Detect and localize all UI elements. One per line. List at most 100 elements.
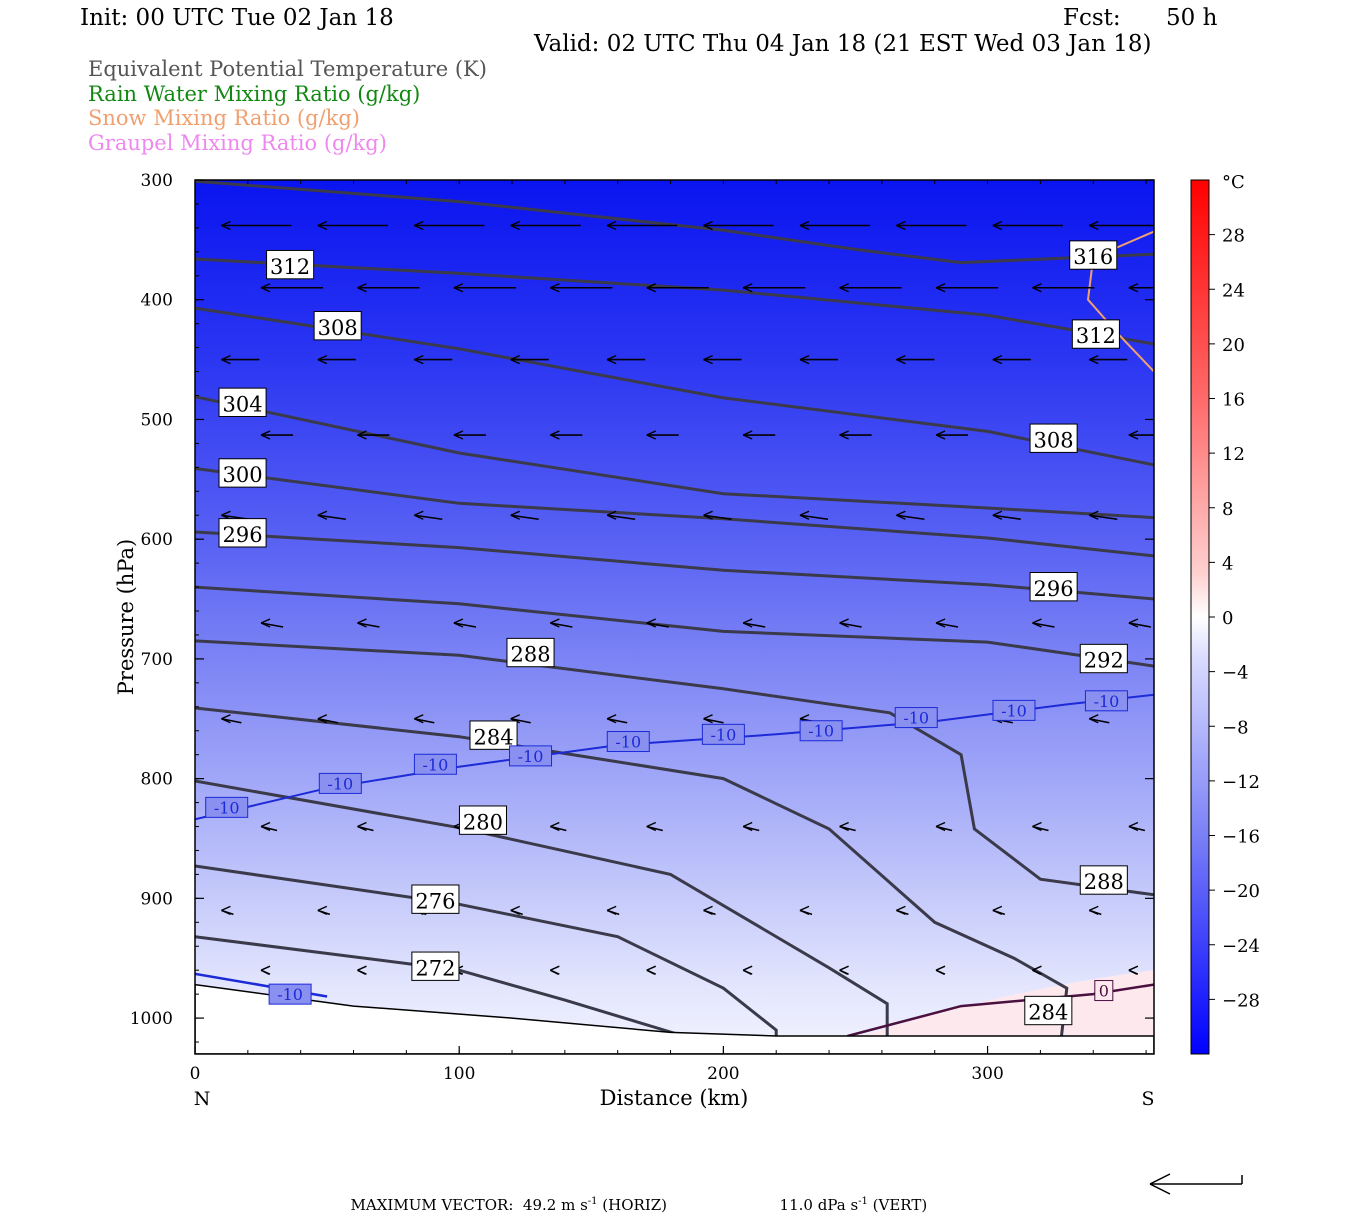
wind-vector: [317, 514, 346, 521]
wind-vector-head: [799, 905, 810, 915]
theta-e-label-box: [411, 951, 460, 981]
wind-vector-head: [317, 905, 328, 915]
isotherm-label: -10: [518, 747, 544, 766]
wind-vector-head: [799, 354, 810, 365]
max-vector-arrow-icon: [1149, 1173, 1243, 1195]
wind-vector-head: [317, 220, 328, 231]
isotherm-label-box: [413, 753, 457, 775]
wind-vector: [606, 717, 628, 724]
y-tick-label: 800: [141, 770, 173, 790]
theta-e-label-box: [1079, 865, 1128, 895]
wind-vector-head: [510, 905, 520, 915]
theta-e-label: 296: [223, 523, 263, 547]
theta-e-line-288: [195, 639, 1154, 897]
theta-e-label-box: [218, 387, 267, 417]
colorbar-tick-label: −4: [1222, 663, 1249, 684]
vert-superscript: -1: [858, 1196, 868, 1207]
max-vector-vert: 11.0 dPa s-1 (VERT): [779, 1196, 928, 1214]
wind-vector-head: [935, 618, 946, 628]
y-tick-label: 900: [141, 889, 173, 909]
wind-vector-head: [935, 283, 946, 293]
theta-e-label: 308: [318, 316, 358, 340]
wind-vector-head: [260, 965, 271, 975]
wind-vector: [703, 717, 724, 724]
forecast-value: 50 h: [1166, 5, 1218, 31]
theta-e-label: 312: [270, 255, 310, 279]
wind-vector-head: [703, 714, 713, 724]
wind-vector-head: [317, 510, 328, 520]
wind-vector-head: [839, 965, 849, 975]
isotherm-label: -10: [1001, 701, 1027, 720]
warm-pocket: [850, 970, 1154, 1040]
valid-time: Valid: 02 UTC Thu 04 Jan 18 (21 EST Wed …: [534, 31, 1152, 57]
wind-vector-head: [413, 220, 424, 231]
horiz-superscript: -1: [587, 1196, 598, 1207]
wind-vector-head: [606, 905, 617, 915]
wind-vector: [1089, 514, 1118, 521]
wind-vector-head: [606, 510, 617, 520]
x-tick-label: 300: [971, 1064, 1003, 1084]
theta-e-label: 280: [463, 810, 503, 834]
wind-vector-head: [742, 965, 753, 975]
wind-vector-head: [646, 283, 657, 293]
init-time: Init: 00 UTC Tue 02 Jan 18: [80, 5, 394, 31]
isotherm-label-box: [1084, 690, 1128, 712]
x-left-label: N: [194, 1088, 211, 1110]
wind-vector-head: [357, 965, 367, 975]
wind-vector-head: [703, 354, 713, 365]
wind-vector-head: [896, 510, 906, 520]
wind-vector-head: [1128, 965, 1139, 975]
isotherm-label: -10: [214, 798, 240, 817]
isotherm-label-box: [606, 731, 650, 753]
colorbar: [1190, 179, 1210, 1055]
colorbar-tick-label: −8: [1222, 717, 1249, 738]
theta-e-label: 308: [1034, 428, 1074, 452]
wind-vector-head: [992, 220, 1003, 231]
x-axis-label: Distance (km): [600, 1086, 749, 1110]
wind-vector: [839, 622, 862, 628]
wind-vector-head: [260, 821, 271, 832]
wind-vector-head: [935, 430, 946, 440]
theta-e-line-312: [195, 257, 1154, 346]
wind-vector-head: [646, 821, 657, 832]
theta-e-line-316: [195, 180, 1154, 265]
wind-vector-head: [839, 821, 849, 832]
theta-e-label-box: [1024, 995, 1073, 1026]
wind-vector-head: [317, 714, 328, 724]
isotherm-label: -10: [615, 733, 641, 752]
wind-vector-head: [703, 510, 713, 520]
wind-vector-head: [1088, 220, 1099, 231]
colorbar-tick-label: −16: [1222, 827, 1260, 848]
wind-vector-head: [1128, 283, 1139, 293]
theta-e-line-292: [195, 585, 1154, 668]
x-tick-label: 100: [443, 1064, 475, 1084]
wind-vector-head: [742, 821, 753, 832]
colorbar-tick-label: 28: [1222, 226, 1245, 247]
wind-vector-head: [646, 430, 657, 440]
wind-vector-head: [453, 618, 464, 628]
wind-vector-head: [357, 430, 367, 440]
wind-vector-head: [799, 510, 810, 520]
theta-e-label: 292: [1084, 649, 1124, 673]
wind-vector-head: [1088, 510, 1099, 520]
wind-vector: [607, 514, 636, 521]
isotherm-label: -10: [710, 725, 736, 744]
wind-vector-head: [1032, 283, 1042, 293]
isotherm-label: -10: [327, 774, 353, 793]
isotherm-label-box: [799, 720, 843, 742]
wind-vector-head: [413, 354, 424, 365]
y-tick-label: 400: [141, 291, 173, 311]
y-tick-label: 1000: [130, 1009, 173, 1029]
colorbar-tick-label: 20: [1222, 335, 1245, 356]
wind-vector-head: [646, 965, 657, 975]
wind-vector-head: [935, 821, 946, 832]
colorbar-tick-label: −28: [1222, 990, 1260, 1011]
wind-vector: [1089, 717, 1110, 724]
wind-vector-head: [1032, 618, 1042, 628]
isotherm-label-box: [268, 983, 312, 1005]
isotherm-label: -10: [808, 722, 834, 741]
isotherm-label: -10: [1094, 692, 1120, 711]
colorbar-unit: °C: [1222, 172, 1245, 193]
theta-e-label-box: [218, 458, 267, 488]
x-tick-label: 0: [190, 1064, 201, 1084]
